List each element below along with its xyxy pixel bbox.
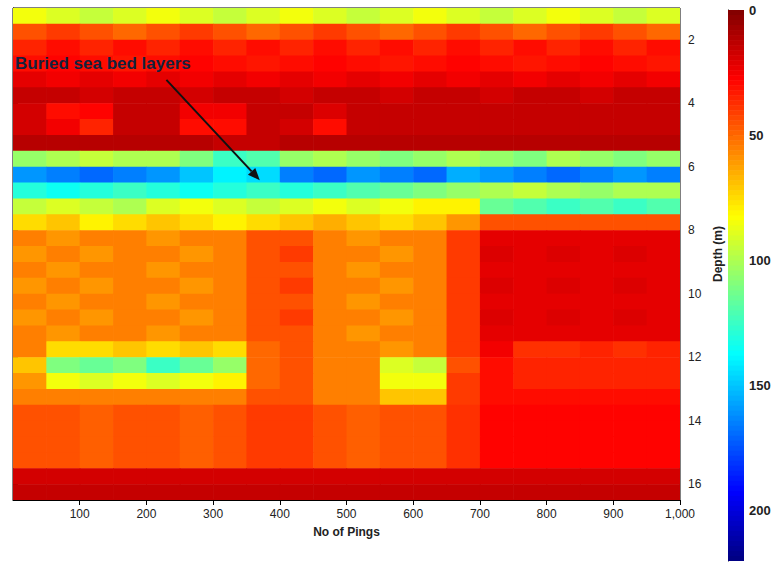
svg-text:50: 50 (749, 128, 763, 143)
svg-text:4: 4 (688, 96, 695, 110)
svg-text:150: 150 (749, 378, 771, 393)
svg-text:100: 100 (749, 253, 771, 268)
svg-text:1,000: 1,000 (665, 507, 695, 521)
svg-text:Buried sea bed layers: Buried sea bed layers (15, 54, 191, 73)
svg-text:500: 500 (336, 507, 356, 521)
svg-text:700: 700 (470, 507, 490, 521)
svg-text:12: 12 (688, 350, 702, 364)
svg-text:10: 10 (688, 287, 702, 301)
svg-text:400: 400 (270, 507, 290, 521)
svg-text:8: 8 (688, 223, 695, 237)
svg-text:800: 800 (537, 507, 557, 521)
svg-text:14: 14 (688, 414, 702, 428)
svg-text:300: 300 (203, 507, 223, 521)
svg-text:900: 900 (603, 507, 623, 521)
svg-text:200: 200 (136, 507, 156, 521)
svg-text:100: 100 (70, 507, 90, 521)
svg-text:6: 6 (688, 160, 695, 174)
svg-text:2: 2 (688, 33, 695, 47)
svg-text:0: 0 (749, 3, 756, 18)
svg-text:600: 600 (403, 507, 423, 521)
svg-text:Depth (m): Depth (m) (711, 226, 725, 282)
svg-text:No of Pings: No of Pings (313, 525, 380, 539)
svg-text:200: 200 (749, 503, 771, 518)
svg-text:16: 16 (688, 477, 702, 491)
